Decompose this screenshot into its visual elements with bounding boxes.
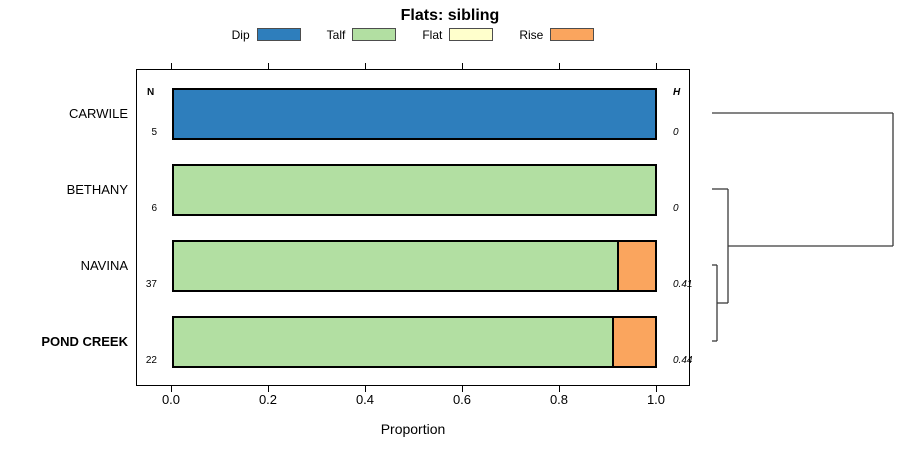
legend-item-rise: Rise	[519, 27, 595, 42]
x-axis-tick-bottom	[365, 386, 367, 392]
legend-label: Rise	[519, 27, 544, 42]
stacked-bar-bethany	[172, 164, 657, 216]
x-axis-tick-label: 0.8	[549, 392, 569, 407]
bar-segment-talf	[174, 242, 617, 290]
n-value: 22	[145, 355, 157, 366]
legend-swatch-flat	[449, 28, 494, 41]
x-axis-tick-top	[171, 63, 173, 69]
bar-segment-talf	[174, 318, 612, 366]
x-axis-tick-top	[656, 63, 658, 69]
n-column-header: N	[147, 87, 155, 98]
x-axis-tick-label: 0.2	[258, 392, 278, 407]
bar-segment-dip	[174, 90, 655, 138]
h-value: 0	[673, 203, 679, 214]
x-axis-tick-label: 0.6	[452, 392, 472, 407]
x-axis-label: Proportion	[380, 421, 446, 437]
legend-item-talf: Talf	[327, 28, 397, 42]
x-axis-tick-top	[268, 63, 270, 69]
x-axis-tick-top	[462, 63, 464, 69]
h-value: 0	[673, 127, 679, 138]
category-label: POND CREEK	[41, 333, 128, 349]
legend-label: Dip	[231, 27, 250, 42]
x-axis-tick-bottom	[462, 386, 464, 392]
legend-item-flat: Flat	[422, 27, 494, 42]
x-axis-tick-top	[365, 63, 367, 69]
n-value: 6	[151, 203, 157, 214]
category-label: CARWILE	[69, 105, 128, 121]
x-axis-tick-bottom	[268, 386, 270, 392]
h-column-header: H	[673, 87, 681, 98]
stacked-bar-pond-creek	[172, 316, 657, 368]
x-axis-tick-bottom	[171, 386, 173, 392]
legend-swatch-talf	[352, 28, 397, 41]
stacked-bar-navina	[172, 240, 657, 292]
bar-segment-rise	[611, 318, 655, 366]
category-label: NAVINA	[80, 257, 128, 273]
plot-area: N H 5 0 6 0 37 0.41 22 0.44	[136, 69, 693, 386]
legend-swatch-dip	[256, 28, 301, 41]
legend-label: Flat	[422, 27, 443, 42]
chart-title: Flats: sibling	[400, 7, 500, 24]
stacked-bar-carwile	[172, 88, 657, 140]
n-value: 5	[151, 127, 157, 138]
bar-segment-talf	[174, 166, 655, 214]
legend: Dip Talf Flat Rise	[136, 26, 690, 43]
bar-segment-rise	[616, 242, 655, 290]
legend-label: Talf	[326, 27, 346, 42]
x-axis-tick-label: 1.0	[646, 392, 666, 407]
h-value: 0.44	[673, 355, 693, 366]
x-axis-tick-label: 0.4	[355, 392, 375, 407]
n-value: 37	[145, 279, 157, 290]
x-axis-tick-bottom	[656, 386, 658, 392]
legend-item-dip: Dip	[232, 28, 301, 42]
category-label: BETHANY	[66, 181, 128, 197]
dendrogram	[712, 112, 894, 342]
x-axis-tick-label: 0.0	[161, 392, 181, 407]
x-axis-tick-bottom	[559, 386, 561, 392]
legend-swatch-rise	[550, 28, 595, 41]
h-value: 0.41	[673, 279, 693, 290]
x-axis-tick-top	[559, 63, 561, 69]
